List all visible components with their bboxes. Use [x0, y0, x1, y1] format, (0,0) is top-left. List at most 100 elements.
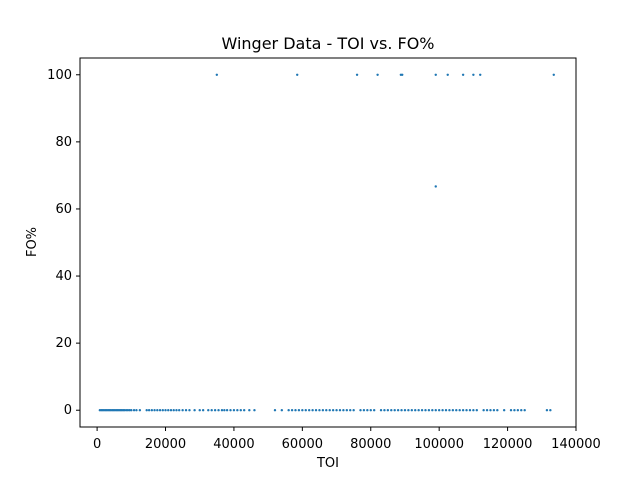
data-point [420, 409, 424, 412]
points-layer [98, 73, 555, 412]
data-point [132, 409, 136, 412]
data-point [372, 409, 376, 412]
data-point [492, 409, 496, 412]
data-point [198, 409, 201, 412]
data-point [455, 409, 458, 412]
data-point [424, 409, 427, 412]
data-point [220, 409, 224, 412]
data-point [489, 409, 492, 412]
data-point [362, 409, 366, 412]
y-tick-label: 40 [55, 269, 72, 284]
data-point [331, 409, 335, 412]
data-point [161, 409, 164, 412]
data-point [123, 409, 126, 412]
data-point [223, 409, 226, 412]
x-tick-label: 0 [93, 437, 101, 452]
y-axis-ticks: 0 20 40 60 80 100 [47, 68, 80, 418]
x-tick-label: 100000 [414, 437, 464, 452]
data-point [434, 73, 437, 76]
x-axis-label: TOI [316, 456, 339, 471]
data-point [147, 409, 151, 412]
x-tick-label: 40000 [213, 437, 254, 452]
data-point [482, 409, 485, 412]
data-point [376, 73, 379, 76]
data-point [181, 409, 184, 412]
data-point [458, 409, 461, 412]
data-point [145, 409, 148, 412]
data-point [124, 409, 128, 412]
x-tick-label: 80000 [350, 437, 391, 452]
data-point [287, 409, 290, 412]
data-point [273, 409, 277, 412]
data-point [417, 409, 420, 412]
data-point [290, 409, 294, 412]
data-point [217, 409, 220, 412]
data-point [294, 409, 297, 412]
data-point [366, 409, 369, 412]
data-point [242, 409, 246, 412]
x-tick-label: 140000 [551, 437, 601, 452]
data-point [441, 409, 444, 412]
data-point [175, 409, 178, 412]
data-point [338, 409, 342, 412]
y-tick-label: 80 [55, 135, 72, 150]
data-point [393, 409, 396, 412]
data-point [523, 409, 526, 412]
data-point [128, 409, 131, 412]
data-point [342, 409, 345, 412]
data-point [178, 409, 181, 412]
data-point [236, 409, 239, 412]
data-point [461, 73, 465, 76]
data-point [335, 409, 338, 412]
data-point [352, 409, 355, 412]
data-point [325, 409, 328, 412]
data-point [509, 409, 513, 412]
data-point [210, 409, 213, 412]
data-point [427, 409, 431, 412]
data-point [359, 409, 362, 412]
data-point [328, 409, 331, 412]
data-point [448, 409, 451, 412]
data-point [156, 409, 159, 412]
data-point [225, 409, 229, 412]
data-point [215, 73, 219, 76]
data-point [304, 409, 307, 412]
data-point [549, 409, 552, 412]
data-point [472, 73, 475, 76]
data-point [130, 409, 133, 412]
data-point [407, 409, 410, 412]
data-point [297, 409, 301, 412]
data-point [201, 409, 205, 412]
data-point [444, 409, 448, 412]
y-tick-label: 60 [55, 202, 72, 217]
data-point [434, 409, 437, 412]
data-point [296, 73, 299, 76]
data-point [446, 73, 449, 76]
data-point [184, 409, 188, 412]
data-point [451, 409, 455, 412]
data-point [314, 409, 318, 412]
y-tick-label: 0 [64, 403, 72, 418]
plot-area [79, 57, 577, 428]
data-point [135, 409, 138, 412]
data-point [414, 409, 417, 412]
y-axis-label: FO% [25, 227, 40, 257]
data-point [229, 409, 232, 412]
data-point [280, 409, 284, 412]
data-point [126, 409, 130, 412]
data-point [158, 409, 162, 412]
data-point [383, 409, 386, 412]
data-point [318, 409, 321, 412]
data-point [400, 409, 403, 412]
data-point [307, 409, 311, 412]
data-point [516, 409, 520, 412]
data-point [485, 409, 489, 412]
data-point [437, 409, 441, 412]
data-point [475, 409, 478, 412]
data-point [386, 409, 390, 412]
data-point [188, 409, 191, 412]
y-tick-label: 20 [55, 336, 72, 351]
data-point [552, 73, 555, 76]
